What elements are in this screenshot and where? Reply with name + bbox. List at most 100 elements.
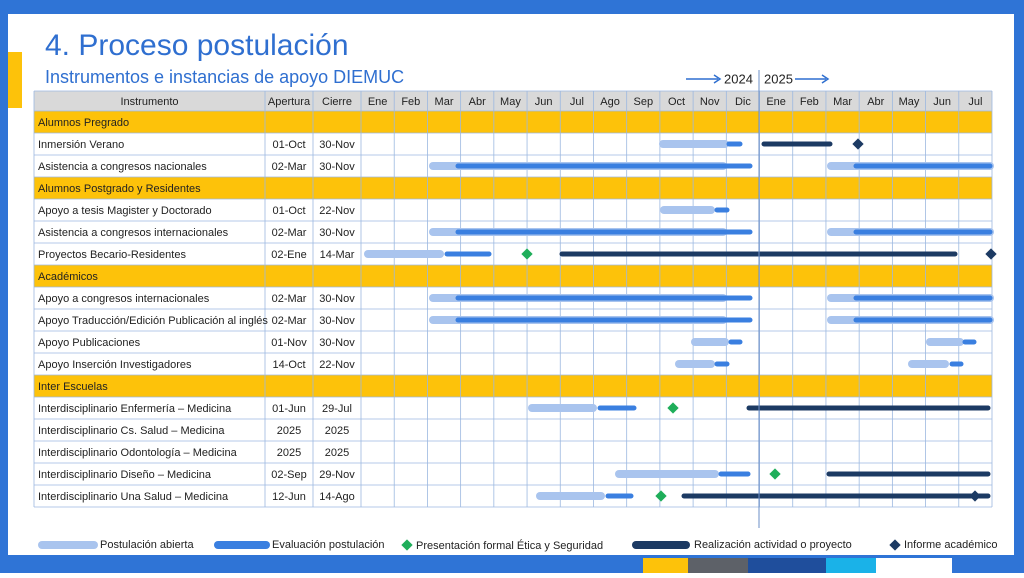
month-header: Jul: [570, 96, 584, 108]
year: 2025: [764, 71, 793, 86]
month-header: Mar: [435, 96, 454, 108]
year: 2024: [724, 71, 753, 86]
apertura: 2025: [277, 447, 301, 459]
title: 4. Proceso postulación: [45, 29, 349, 62]
column-header: Instrumento: [120, 96, 178, 108]
cierre: 29-Nov: [319, 469, 355, 481]
cierre: 14-Mar: [320, 249, 355, 261]
month-header: Mar: [833, 96, 852, 108]
apertura: 02-Mar: [272, 161, 307, 173]
section-label: Académicos: [38, 271, 98, 283]
milestone: [655, 490, 667, 502]
apertura: 14-Oct: [272, 359, 305, 371]
row-label: Interdisciplinario Diseño – Medicina: [38, 469, 212, 481]
section-label: Alumnos Postgrado y Residentes: [38, 183, 201, 195]
row-label: Asistencia a congresos nacionales: [38, 161, 207, 173]
milestone: [667, 402, 679, 414]
month-header: Oct: [668, 96, 685, 108]
row-label: Proyectos Becario-Residentes: [38, 249, 186, 261]
row-label: Interdisciplinario Cs. Salud – Medicina: [38, 425, 225, 437]
arrow-head: [821, 74, 830, 84]
legend-label: Evaluación postulación: [272, 539, 385, 551]
month-header: May: [500, 96, 521, 108]
section-row: [34, 177, 992, 199]
legend-swatch: [401, 539, 413, 551]
apertura: 01-Nov: [271, 337, 307, 349]
month-header: Abr: [469, 96, 486, 108]
apertura: 02-Mar: [272, 315, 307, 327]
row-label: Apoyo a congresos internacionales: [38, 293, 210, 305]
section-label: Alumnos Pregrado: [38, 117, 129, 129]
month-header: Sep: [634, 96, 654, 108]
stripe: [826, 558, 876, 573]
row-label: Interdisciplinario Enfermería – Medicina: [38, 403, 232, 415]
month-header: Feb: [800, 96, 819, 108]
row-label: Apoyo Traducción/Edición Publicación al …: [38, 315, 268, 327]
cierre: 30-Nov: [319, 161, 355, 173]
row-label: Apoyo a tesis Magister y Doctorado: [38, 205, 212, 217]
table: Instrumento Apertura Cierre Ene Feb Mar Abr May…: [33, 90, 993, 508]
milestone: [521, 248, 533, 260]
apertura: 02-Ene: [271, 249, 306, 261]
gantt-bars: [364, 138, 997, 502]
legend-label: Realización actividad o proyecto: [694, 539, 852, 551]
section-label: Inter Escuelas: [38, 381, 108, 393]
milestone: [852, 138, 864, 150]
month-header: May: [899, 96, 920, 108]
subtitle: Instrumentos e instancias de apoyo DIEMU…: [45, 67, 404, 87]
apertura: 02-Mar: [272, 293, 307, 305]
apertura: 02-Sep: [271, 469, 306, 481]
cierre: 22-Nov: [319, 205, 355, 217]
month-header: Jun: [933, 96, 951, 108]
milestone: [985, 248, 997, 260]
legend: Postulación abierta Evaluación postulaci…: [38, 539, 998, 552]
month-header: Ene: [368, 96, 388, 108]
header-row: [34, 91, 992, 111]
row-label: Asistencia a congresos internacionales: [38, 227, 229, 239]
arrow-head: [713, 74, 722, 84]
legend-label: Presentación formal Ética y Seguridad: [416, 539, 603, 552]
milestone: [969, 490, 981, 502]
month-header: Jul: [968, 96, 982, 108]
section-row: [34, 375, 992, 397]
cierre: 22-Nov: [319, 359, 355, 371]
apertura: 12-Jun: [272, 491, 306, 503]
column-header: Cierre: [322, 96, 352, 108]
cierre: 14-Ago: [319, 491, 354, 503]
stripe: [643, 558, 688, 573]
month-header: Abr: [867, 96, 884, 108]
row-label: Interdisciplinario Una Salud – Medicina: [38, 491, 229, 503]
month-header: Feb: [401, 96, 420, 108]
cierre: 2025: [325, 425, 349, 437]
cierre: 2025: [325, 447, 349, 459]
apertura: 01-Oct: [272, 205, 305, 217]
cierre: 30-Nov: [319, 227, 355, 239]
row-label: Inmersión Verano: [38, 139, 124, 151]
section-row: [34, 111, 992, 133]
stripe: [748, 558, 826, 573]
month-header: Ene: [766, 96, 786, 108]
milestone: [769, 468, 781, 480]
month-header: Nov: [700, 96, 720, 108]
cierre: 30-Nov: [319, 315, 355, 327]
section-row: [34, 265, 992, 287]
legend-label: Postulación abierta: [100, 539, 194, 551]
month-header: Jun: [535, 96, 553, 108]
apertura: 2025: [277, 425, 301, 437]
stripe: [876, 558, 952, 573]
cierre: 30-Nov: [319, 139, 355, 151]
apertura: 01-Jun: [272, 403, 306, 415]
cierre: 29-Jul: [322, 403, 352, 415]
month-header: Dic: [735, 96, 751, 108]
month-header: Ago: [600, 96, 620, 108]
legend-swatch: [889, 539, 901, 551]
legend-label: Informe académico: [904, 539, 998, 551]
apertura: 02-Mar: [272, 227, 307, 239]
column-header: Apertura: [268, 96, 311, 108]
apertura: 01-Oct: [272, 139, 305, 151]
stripe: [688, 558, 748, 573]
cierre: 30-Nov: [319, 293, 355, 305]
row-label: Apoyo Publicaciones: [38, 337, 141, 349]
